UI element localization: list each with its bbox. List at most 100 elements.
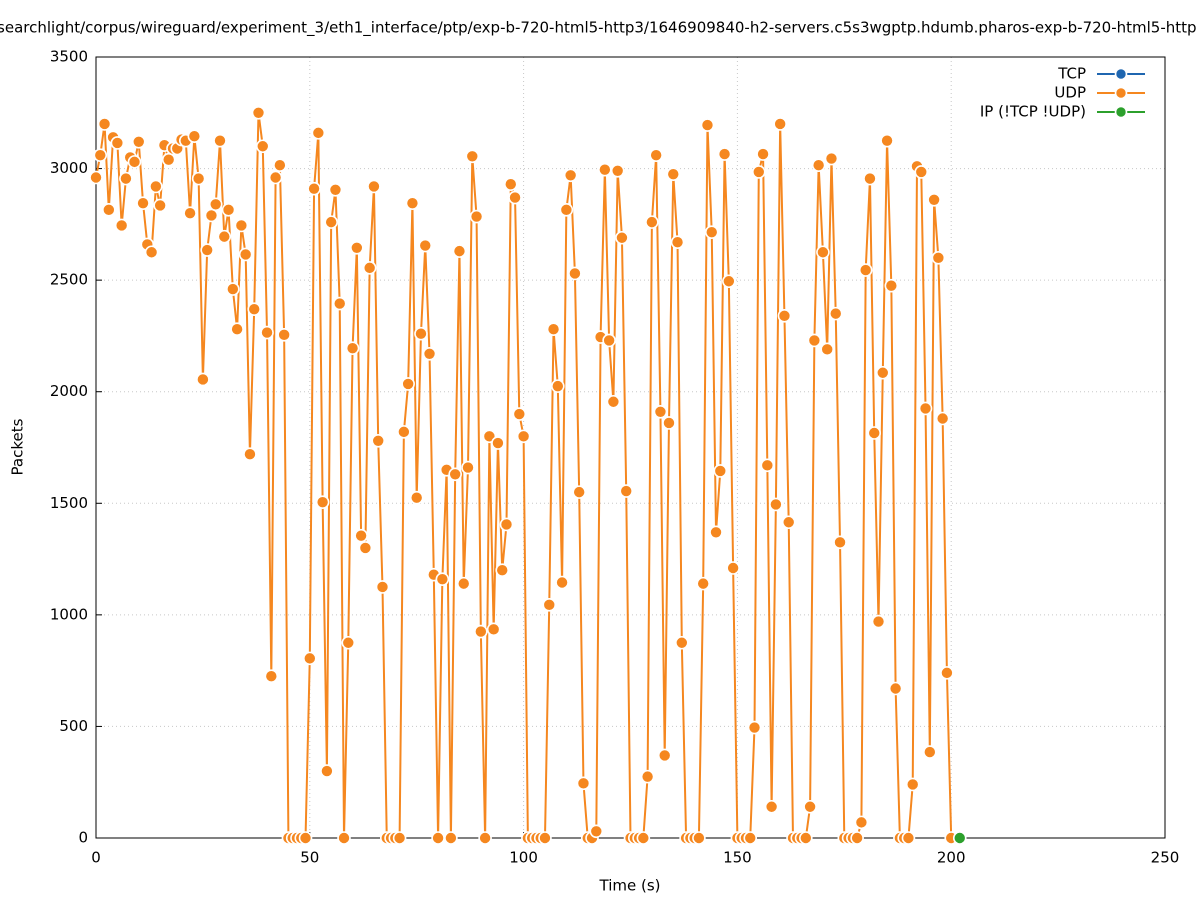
data-point	[833, 535, 847, 550]
data-point	[568, 266, 582, 281]
y-tick-label: 3500	[50, 48, 88, 66]
data-point	[516, 429, 531, 444]
data-point	[769, 497, 783, 512]
data-point	[850, 831, 864, 845]
data-point	[247, 302, 262, 316]
data-point	[602, 333, 616, 348]
data-point	[414, 326, 428, 341]
data-point	[781, 515, 796, 530]
data-point	[238, 247, 253, 262]
data-point	[803, 799, 817, 814]
data-point	[649, 148, 663, 162]
data-point	[251, 105, 266, 120]
data-point	[773, 117, 787, 131]
data-point	[200, 243, 214, 257]
data-point	[756, 147, 770, 161]
data-point	[354, 528, 368, 543]
data-point	[546, 322, 561, 337]
data-point	[255, 139, 270, 154]
data-point	[469, 209, 484, 224]
data-point	[320, 764, 334, 778]
data-point	[704, 225, 719, 239]
data-point	[875, 365, 890, 380]
data-point	[302, 651, 317, 666]
legend-marker	[1114, 105, 1128, 119]
data-point	[119, 171, 133, 186]
data-point	[952, 831, 967, 845]
data-point	[371, 434, 386, 448]
data-point	[914, 165, 929, 179]
data-point	[345, 341, 360, 356]
data-point	[905, 777, 920, 792]
data-point	[722, 274, 736, 289]
data-point	[153, 198, 167, 213]
data-point	[828, 306, 843, 321]
data-point	[662, 416, 676, 430]
data-point	[760, 458, 775, 473]
data-point	[747, 720, 762, 735]
y-tick-label: 0	[78, 829, 88, 847]
data-point	[474, 624, 488, 639]
x-tick-label: 100	[509, 849, 538, 867]
data-point	[93, 148, 108, 162]
data-point	[358, 541, 373, 555]
data-point	[418, 238, 433, 253]
data-point	[610, 164, 625, 178]
data-point	[491, 436, 505, 450]
data-point	[563, 168, 578, 183]
x-tick-label: 50	[300, 849, 319, 867]
data-point	[918, 401, 933, 416]
data-point	[332, 296, 347, 311]
data-point	[486, 622, 501, 637]
data-point	[187, 129, 202, 144]
data-point	[273, 158, 287, 173]
data-point	[717, 147, 732, 161]
data-point	[551, 379, 565, 393]
data-point	[499, 517, 514, 532]
data-point	[456, 576, 471, 591]
data-point	[542, 598, 557, 612]
data-point	[503, 177, 518, 191]
data-point	[452, 244, 467, 258]
data-point	[807, 333, 822, 348]
data-point	[940, 666, 954, 680]
data-point	[131, 134, 146, 149]
data-point	[645, 215, 659, 229]
data-point	[901, 831, 916, 845]
data-point	[375, 580, 390, 594]
data-point	[619, 484, 634, 498]
data-point	[863, 171, 877, 186]
chart-title: /searchlight/corpus/wireguard/experiment…	[0, 19, 1197, 38]
data-point	[260, 325, 274, 340]
data-point	[277, 328, 291, 342]
data-point	[397, 425, 411, 439]
data-point	[657, 748, 672, 763]
x-tick-label: 150	[723, 849, 752, 867]
data-point	[555, 575, 569, 590]
data-point	[234, 218, 249, 233]
data-point	[392, 831, 407, 845]
data-point	[213, 133, 227, 148]
data-point	[777, 309, 792, 323]
data-point	[409, 490, 424, 505]
data-point	[401, 377, 415, 391]
data-point	[931, 251, 946, 265]
data-point	[208, 197, 223, 212]
data-point	[191, 171, 206, 186]
data-point	[811, 158, 826, 173]
data-point	[196, 372, 210, 387]
data-point	[606, 394, 621, 409]
data-point	[350, 240, 364, 255]
data-point	[465, 149, 480, 164]
data-point	[799, 831, 813, 845]
data-point	[230, 322, 244, 337]
data-point	[589, 824, 604, 839]
data-point	[816, 245, 830, 260]
data-point	[858, 263, 873, 277]
data-point	[311, 126, 326, 140]
y-tick-label: 2500	[50, 271, 88, 289]
data-point	[692, 831, 706, 845]
data-point	[268, 170, 283, 185]
data-point	[144, 245, 159, 260]
data-point	[713, 464, 728, 478]
